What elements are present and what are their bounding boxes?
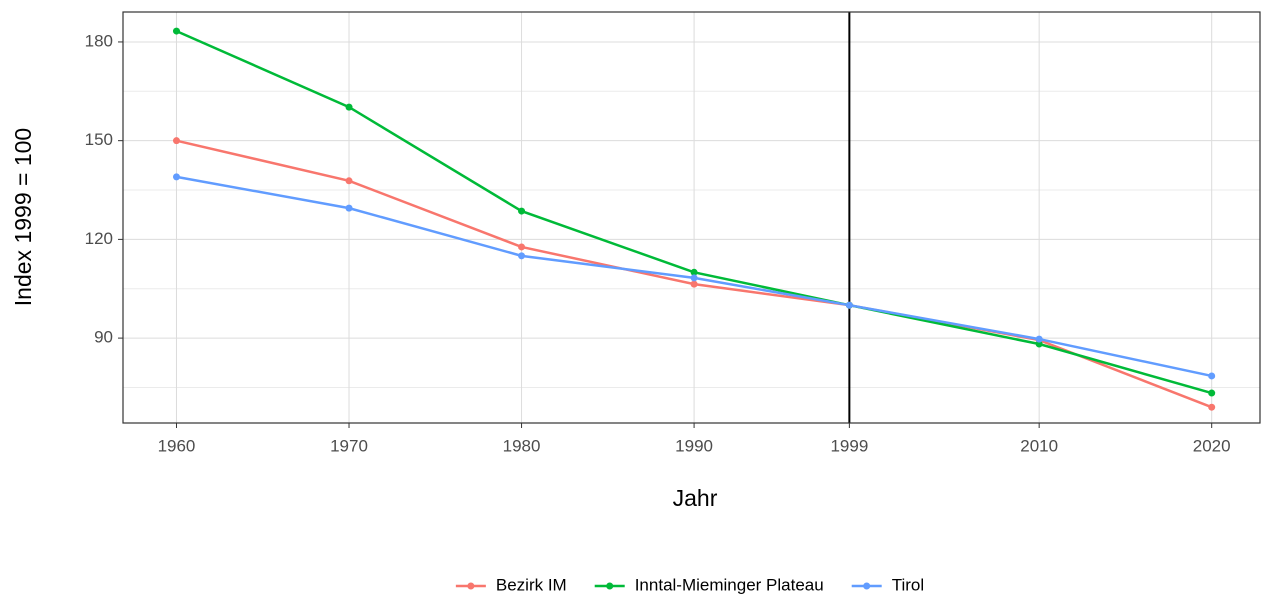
x-tick-label: 1980 xyxy=(503,436,541,455)
point xyxy=(1035,335,1043,343)
point xyxy=(690,280,698,288)
y-tick-label: 120 xyxy=(85,229,113,248)
point xyxy=(845,301,853,309)
point xyxy=(345,177,353,185)
point xyxy=(172,173,180,181)
legend-key-point xyxy=(606,582,614,590)
point xyxy=(1208,372,1216,380)
point xyxy=(518,243,526,251)
y-axis-title: Index 1999 = 100 xyxy=(10,128,36,306)
point xyxy=(1208,403,1216,411)
point xyxy=(690,268,698,276)
y-tick-label: 90 xyxy=(94,328,113,347)
point xyxy=(690,274,698,282)
point xyxy=(518,207,526,215)
point xyxy=(1035,340,1043,348)
x-tick-label: 1960 xyxy=(158,436,196,455)
legend-label: Inntal-Mieminger Plateau xyxy=(635,575,824,594)
x-tick-label: 1970 xyxy=(330,436,368,455)
legend: Bezirk IM Inntal-Mieminger Plateau Tirol xyxy=(455,575,924,594)
x-tick-label: 2010 xyxy=(1020,436,1058,455)
point xyxy=(518,252,526,260)
y-tick-label: 180 xyxy=(85,31,113,50)
point xyxy=(345,204,353,212)
panel-border xyxy=(122,11,1261,424)
x-tick-label: 1990 xyxy=(675,436,713,455)
legend-label: Bezirk IM xyxy=(496,575,567,594)
legend-key-point xyxy=(863,582,871,590)
x-tick-label: 1999 xyxy=(830,436,868,455)
y-tick-label: 150 xyxy=(85,130,113,149)
legend-label: Tirol xyxy=(892,575,924,594)
x-axis-title: Jahr xyxy=(673,485,718,511)
point xyxy=(172,137,180,145)
point xyxy=(172,27,180,35)
point xyxy=(345,103,353,111)
x-tick-label: 2020 xyxy=(1193,436,1231,455)
legend-key-point xyxy=(467,582,475,590)
point xyxy=(1208,389,1216,397)
